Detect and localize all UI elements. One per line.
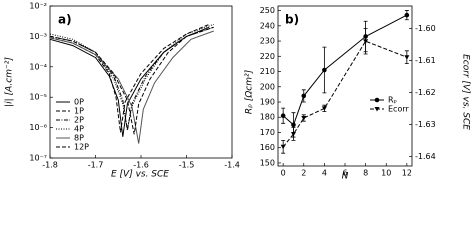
y-tick-label: 10⁻³ (29, 32, 47, 41)
series-line (49, 26, 214, 131)
marker (363, 39, 369, 44)
y-tick-label: 220 (260, 52, 275, 61)
x-tick-label: 0 (281, 169, 286, 178)
y2-tick-label: -1.61 (415, 56, 436, 65)
panel-label: a) (58, 13, 72, 27)
marker (280, 144, 286, 150)
y-tick-label: 160 (260, 143, 275, 152)
y2-tick-label: -1.63 (415, 120, 436, 129)
x-tick-label: 6 (342, 169, 347, 178)
figure: a) E [V] vs. SCE |i| [A.cm⁻²] b) N Rₚ [Ω… (5, 2, 471, 182)
y-tick-label: 190 (260, 98, 275, 107)
marker (404, 55, 410, 60)
x-tick-label: 4 (322, 169, 327, 178)
y-tick-label: 250 (260, 6, 275, 15)
y2-tick-label: -1.60 (415, 24, 436, 33)
marker (301, 93, 307, 99)
legend-label: 1P (74, 107, 84, 116)
series-line (49, 23, 214, 130)
x-tick-label: -1.6 (133, 161, 149, 170)
x-tick-label: 2 (301, 169, 306, 178)
y-tick-label: 210 (260, 67, 275, 76)
y-tick-label: 10⁻⁷ (29, 154, 47, 163)
x-tick-label: -1.4 (224, 161, 240, 170)
panel-label: b) (285, 13, 299, 27)
legend-label: 12P (74, 143, 89, 152)
x-tick-label: -1.8 (42, 161, 58, 170)
marker (291, 122, 296, 128)
legend-label: 4P (74, 125, 84, 134)
y-tick-label: 10⁻² (29, 2, 47, 11)
y-tick-label: 10⁻⁶ (29, 123, 47, 132)
y-axis-label: |i| [A.cm⁻²] (5, 57, 15, 107)
y-tick-label: 240 (260, 21, 275, 30)
legend-marker (374, 107, 380, 112)
legend-marker (374, 97, 380, 103)
y-tick-label: 180 (260, 113, 275, 122)
legend-label: Ecorr (388, 105, 409, 114)
x-tick-label: -1.5 (179, 161, 195, 170)
y-axis-label: Rₚ [Ωcm²] (245, 69, 255, 114)
y2-tick-label: -1.62 (415, 88, 436, 97)
marker (404, 12, 410, 18)
x-tick-label: 12 (402, 169, 412, 178)
x-axis-label: N (342, 172, 349, 182)
plot-frame (277, 5, 413, 167)
y-tick-label: 10⁻⁵ (29, 93, 47, 102)
y2-tick-label: -1.64 (415, 152, 436, 161)
y-tick-label: 200 (260, 82, 275, 91)
x-tick-label: 10 (381, 169, 391, 178)
y-tick-label: 10⁻⁴ (29, 62, 47, 71)
series-line (49, 26, 214, 135)
x-tick-label: 8 (363, 169, 368, 178)
x-axis-label: E [V] vs. SCE (111, 170, 169, 180)
marker (321, 106, 327, 111)
legend-label: 8P (74, 134, 84, 143)
legend-label: 0P (74, 98, 84, 107)
marker (280, 113, 286, 119)
series-line (49, 23, 210, 133)
x-tick-label: -1.7 (88, 161, 104, 170)
legend-label: 2P (74, 116, 84, 125)
y-tick-label: 150 (260, 158, 275, 167)
series-line (49, 30, 214, 144)
marker (322, 67, 327, 73)
y-tick-label: 230 (260, 37, 275, 46)
marker (301, 116, 307, 121)
marker (290, 132, 296, 137)
legend-label: Rₚ (388, 96, 397, 105)
y-tick-label: 170 (260, 128, 275, 137)
y2-axis-label: Ecorr [V] vs. SCE (461, 54, 471, 130)
series-line (282, 40, 407, 148)
